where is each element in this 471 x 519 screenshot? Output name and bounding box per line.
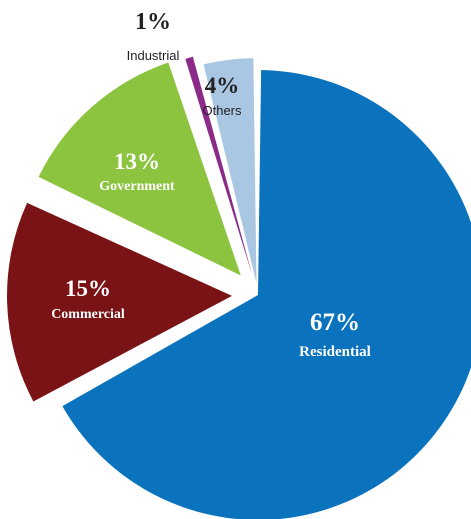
slice-percent-commercial: 15% bbox=[65, 276, 111, 301]
pie-slice-government bbox=[38, 62, 241, 276]
slice-label-government: Government bbox=[99, 179, 175, 194]
pie-labels: 67% Residential 15% Commercial 13% Government… bbox=[51, 9, 371, 360]
slice-percent-government: 13% bbox=[114, 149, 160, 174]
slice-percent-industrial: 1% bbox=[135, 9, 171, 35]
pie-slice-industrial bbox=[185, 56, 252, 274]
slice-percent-others: 4% bbox=[205, 73, 240, 98]
pie-slices bbox=[7, 56, 471, 519]
pie-slice-commercial bbox=[7, 202, 233, 402]
slice-label-commercial: Commercial bbox=[51, 307, 125, 322]
pie-slice-others bbox=[203, 58, 257, 284]
slice-percent-residential: 67% bbox=[310, 309, 360, 336]
slice-label-others: Others bbox=[202, 103, 242, 118]
pie-slice-residential bbox=[62, 70, 471, 519]
slice-label-industrial: Industrial bbox=[127, 48, 180, 63]
slice-label-residential: Residential bbox=[299, 344, 371, 360]
